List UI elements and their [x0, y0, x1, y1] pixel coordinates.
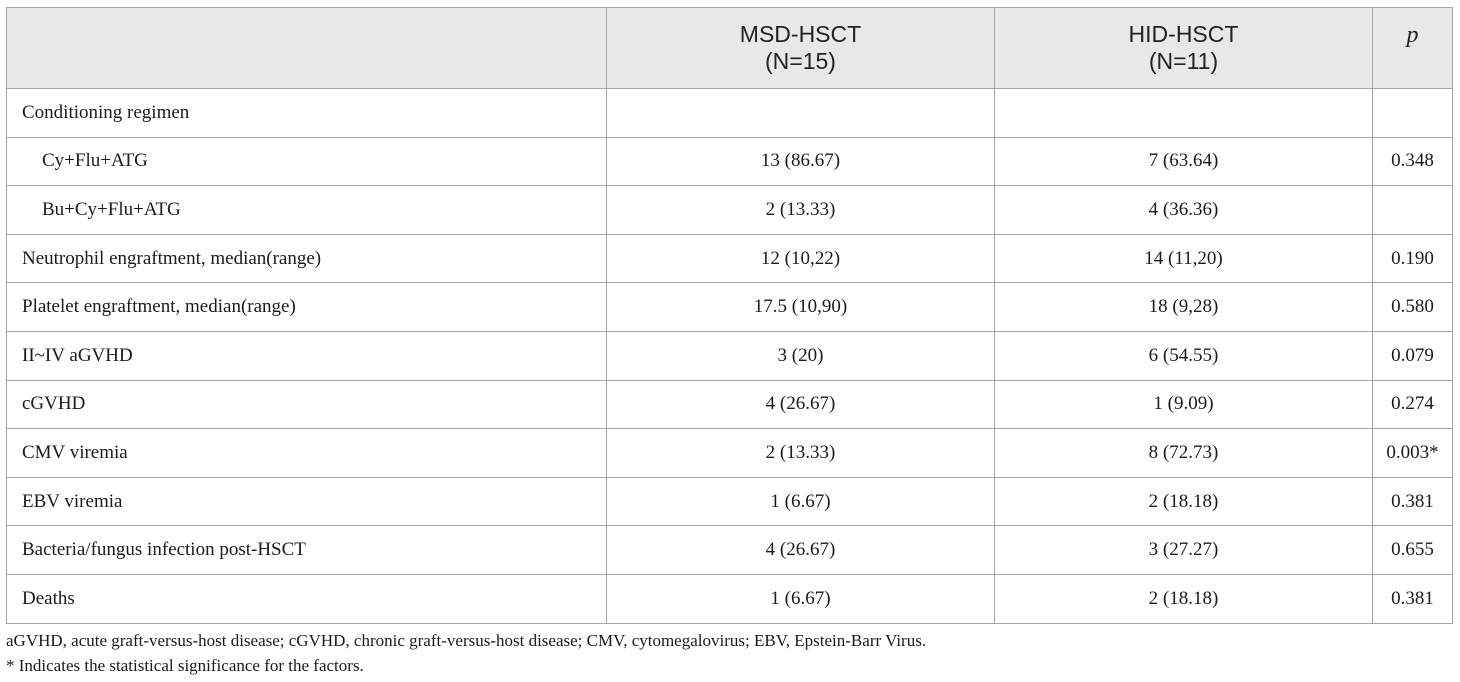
table-row: Cy+Flu+ATG 13 (86.67) 7 (63.64) 0.348 — [6, 136, 1453, 187]
table-row: Conditioning regimen — [6, 88, 1453, 138]
header-msd-hsct-n: (N=15) — [765, 48, 836, 74]
row-label: Deaths — [6, 573, 607, 624]
p-value — [1372, 185, 1453, 235]
header-hid-hsct-n: (N=11) — [1148, 48, 1219, 74]
hid-value: 18 (9,28) — [994, 282, 1373, 332]
table-row: Platelet engraftment, median(range) 17.5… — [6, 282, 1453, 332]
table-row: Neutrophil engraftment, median(range) 12… — [6, 233, 1453, 284]
msd-value: 13 (86.67) — [606, 136, 995, 187]
msd-value: 1 (6.67) — [606, 476, 995, 527]
hid-value: 8 (72.73) — [994, 428, 1373, 478]
table-row: cGVHD 4 (26.67) 1 (9.09) 0.274 — [6, 379, 1453, 430]
row-label: cGVHD — [6, 379, 607, 430]
header-variable — [6, 7, 607, 89]
hid-value: 7 (63.64) — [994, 136, 1373, 187]
row-label: Cy+Flu+ATG — [6, 136, 607, 187]
p-value: 0.381 — [1372, 573, 1453, 624]
hid-value: 4 (36.36) — [994, 185, 1373, 235]
p-value — [1372, 88, 1453, 138]
row-label: Conditioning regimen — [6, 88, 607, 138]
p-value: 0.655 — [1372, 525, 1453, 575]
results-table-container: MSD-HSCT (N=15) HID-HSCT (N=11) p Condit… — [6, 7, 1453, 624]
msd-value: 3 (20) — [606, 330, 995, 381]
hid-value: 3 (27.27) — [994, 525, 1373, 575]
results-table: MSD-HSCT (N=15) HID-HSCT (N=11) p Condit… — [6, 7, 1453, 624]
header-p-value: p — [1372, 7, 1453, 89]
row-label: II~IV aGVHD — [6, 330, 607, 381]
hid-value: 14 (11,20) — [994, 233, 1373, 284]
significance-note: * Indicates the statistical significance… — [6, 656, 364, 675]
table-footnotes: aGVHD, acute graft-versus-host disease; … — [6, 628, 926, 678]
msd-value: 2 (13.33) — [606, 185, 995, 235]
hid-value: 6 (54.55) — [994, 330, 1373, 381]
p-value: 0.274 — [1372, 379, 1453, 430]
table-row: EBV viremia 1 (6.67) 2 (18.18) 0.381 — [6, 476, 1453, 527]
row-label: Bacteria/fungus infection post-HSCT — [6, 525, 607, 575]
table-row: Bu+Cy+Flu+ATG 2 (13.33) 4 (36.36) — [6, 185, 1453, 235]
header-hid-hsct-name: HID-HSCT — [1128, 21, 1239, 47]
table-row: II~IV aGVHD 3 (20) 6 (54.55) 0.079 — [6, 330, 1453, 381]
row-label: Bu+Cy+Flu+ATG — [6, 185, 607, 235]
hid-value — [994, 88, 1373, 138]
p-value: 0.079 — [1372, 330, 1453, 381]
msd-value — [606, 88, 995, 138]
table-row: Deaths 1 (6.67) 2 (18.18) 0.381 — [6, 573, 1453, 624]
table-header: MSD-HSCT (N=15) HID-HSCT (N=11) p — [6, 7, 1453, 89]
table-row: Bacteria/fungus infection post-HSCT 4 (2… — [6, 525, 1453, 575]
p-value: 0.580 — [1372, 282, 1453, 332]
p-value: 0.003* — [1372, 428, 1453, 478]
msd-value: 1 (6.67) — [606, 573, 995, 624]
hid-value: 2 (18.18) — [994, 476, 1373, 527]
row-label: Neutrophil engraftment, median(range) — [6, 233, 607, 284]
msd-value: 4 (26.67) — [606, 379, 995, 430]
header-msd-hsct: MSD-HSCT (N=15) — [606, 7, 995, 89]
hid-value: 2 (18.18) — [994, 573, 1373, 624]
msd-value: 17.5 (10,90) — [606, 282, 995, 332]
row-label: Platelet engraftment, median(range) — [6, 282, 607, 332]
row-label: EBV viremia — [6, 476, 607, 527]
p-value: 0.190 — [1372, 233, 1453, 284]
p-value: 0.348 — [1372, 136, 1453, 187]
table-body: Conditioning regimen Cy+Flu+ATG 13 (86.6… — [6, 88, 1453, 624]
msd-value: 2 (13.33) — [606, 428, 995, 478]
header-row: MSD-HSCT (N=15) HID-HSCT (N=11) p — [6, 7, 1453, 89]
header-hid-hsct: HID-HSCT (N=11) — [994, 7, 1373, 89]
row-label: CMV viremia — [6, 428, 607, 478]
msd-value: 4 (26.67) — [606, 525, 995, 575]
p-value: 0.381 — [1372, 476, 1453, 527]
msd-value: 12 (10,22) — [606, 233, 995, 284]
table-row: CMV viremia 2 (13.33) 8 (72.73) 0.003* — [6, 428, 1453, 478]
header-msd-hsct-name: MSD-HSCT — [739, 21, 862, 47]
abbreviations-note: aGVHD, acute graft-versus-host disease; … — [6, 631, 927, 650]
hid-value: 1 (9.09) — [994, 379, 1373, 430]
